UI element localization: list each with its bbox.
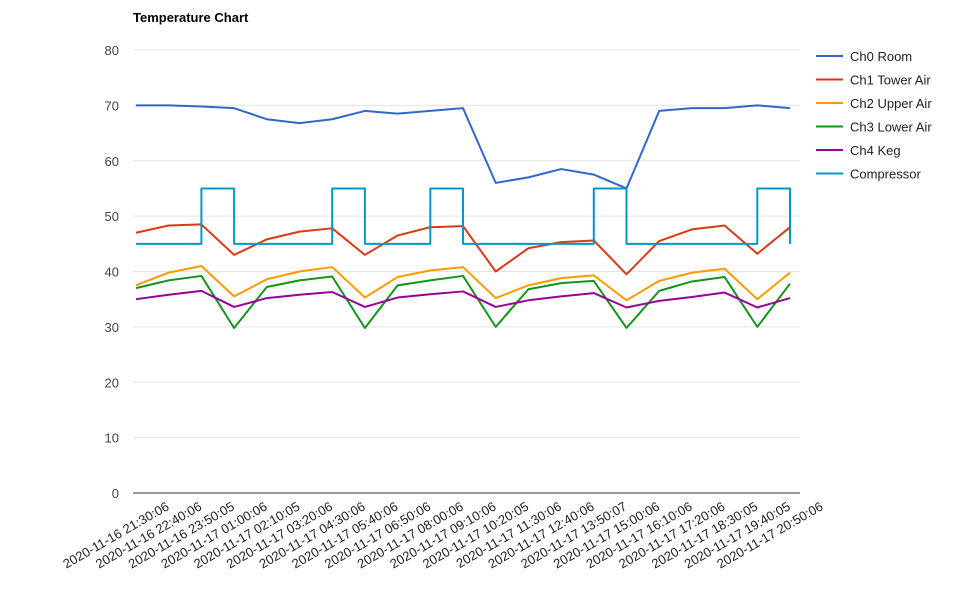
chart-title: Temperature Chart <box>133 10 249 25</box>
y-tick-label: 10 <box>105 431 119 446</box>
grid-layer <box>133 49 800 439</box>
y-tick-label: 20 <box>105 375 119 390</box>
y-tick-label: 80 <box>105 43 119 58</box>
series-line-ch3-lower-air <box>135 274 791 329</box>
y-axis: 0 10 20 30 40 50 60 70 80 <box>105 43 119 501</box>
series-line-ch4-keg <box>135 289 791 309</box>
y-tick-label: 40 <box>105 265 119 280</box>
legend: Ch0 Room Ch1 Tower Air Ch2 Upper Air Ch3 Lo… <box>816 49 932 182</box>
y-tick-label: 30 <box>105 320 119 335</box>
legend-label: Compressor <box>850 167 921 182</box>
y-tick-label: 0 <box>112 486 119 501</box>
legend-label: Ch1 Tower Air <box>850 73 931 88</box>
y-tick-label: 70 <box>105 98 119 113</box>
y-tick-label: 50 <box>105 209 119 224</box>
series-layer <box>135 104 791 329</box>
legend-label: Ch2 Upper Air <box>850 96 932 111</box>
legend-label: Ch4 Keg <box>850 143 901 158</box>
legend-label: Ch0 Room <box>850 49 912 64</box>
y-tick-label: 60 <box>105 154 119 169</box>
legend-label: Ch3 Lower Air <box>850 120 932 135</box>
series-line-ch0-room <box>136 104 791 190</box>
